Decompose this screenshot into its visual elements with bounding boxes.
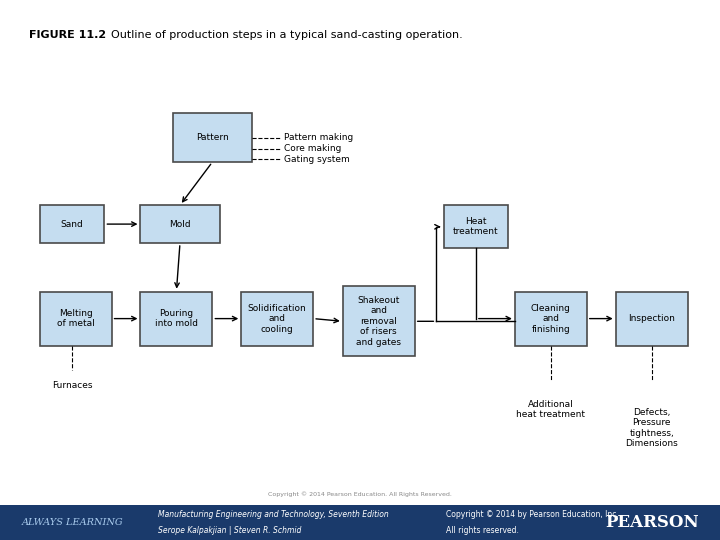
FancyBboxPatch shape <box>343 286 415 356</box>
Text: Shakeout
and
removal
of risers
and gates: Shakeout and removal of risers and gates <box>356 296 401 347</box>
FancyBboxPatch shape <box>241 292 313 346</box>
Text: Inspection: Inspection <box>628 314 675 323</box>
FancyBboxPatch shape <box>515 292 587 346</box>
FancyBboxPatch shape <box>140 292 212 346</box>
Text: ALWAYS LEARNING: ALWAYS LEARNING <box>22 518 123 526</box>
Text: Furnaces: Furnaces <box>52 381 92 390</box>
FancyBboxPatch shape <box>40 292 112 346</box>
Text: Pattern: Pattern <box>196 133 229 142</box>
Text: Copyright © 2014 by Pearson Education, Inc.: Copyright © 2014 by Pearson Education, I… <box>446 510 619 518</box>
Text: Melting
of metal: Melting of metal <box>57 309 94 328</box>
Bar <box>0 505 720 540</box>
Text: Copyright © 2014 Pearson Education. All Rights Reserved.: Copyright © 2014 Pearson Education. All … <box>268 491 452 497</box>
Text: Core making: Core making <box>284 144 342 153</box>
Text: Additional
heat treatment: Additional heat treatment <box>516 400 585 419</box>
Text: Pattern making: Pattern making <box>284 133 354 142</box>
Text: Manufacturing Engineering and Technology, Seventh Edition: Manufacturing Engineering and Technology… <box>158 510 389 518</box>
FancyBboxPatch shape <box>40 205 104 243</box>
Text: Solidification
and
cooling: Solidification and cooling <box>248 303 307 334</box>
Text: Outline of production steps in a typical sand-casting operation.: Outline of production steps in a typical… <box>104 30 463 40</box>
Text: FIGURE 11.2: FIGURE 11.2 <box>29 30 106 40</box>
Text: Pouring
into mold: Pouring into mold <box>155 309 198 328</box>
Text: PEARSON: PEARSON <box>605 514 698 531</box>
Text: Gating system: Gating system <box>284 155 350 164</box>
Text: All rights reserved.: All rights reserved. <box>446 526 519 535</box>
Text: Sand: Sand <box>60 220 84 228</box>
FancyBboxPatch shape <box>140 205 220 243</box>
Text: Defects,
Pressure
tightness,
Dimensions: Defects, Pressure tightness, Dimensions <box>625 408 678 448</box>
Text: Serope Kalpakjian | Steven R. Schmid: Serope Kalpakjian | Steven R. Schmid <box>158 526 302 535</box>
Text: Mold: Mold <box>169 220 191 228</box>
Text: Cleaning
and
finishing: Cleaning and finishing <box>531 303 571 334</box>
Text: Heat
treatment: Heat treatment <box>453 217 499 237</box>
FancyBboxPatch shape <box>444 205 508 248</box>
FancyBboxPatch shape <box>616 292 688 346</box>
FancyBboxPatch shape <box>173 113 252 162</box>
